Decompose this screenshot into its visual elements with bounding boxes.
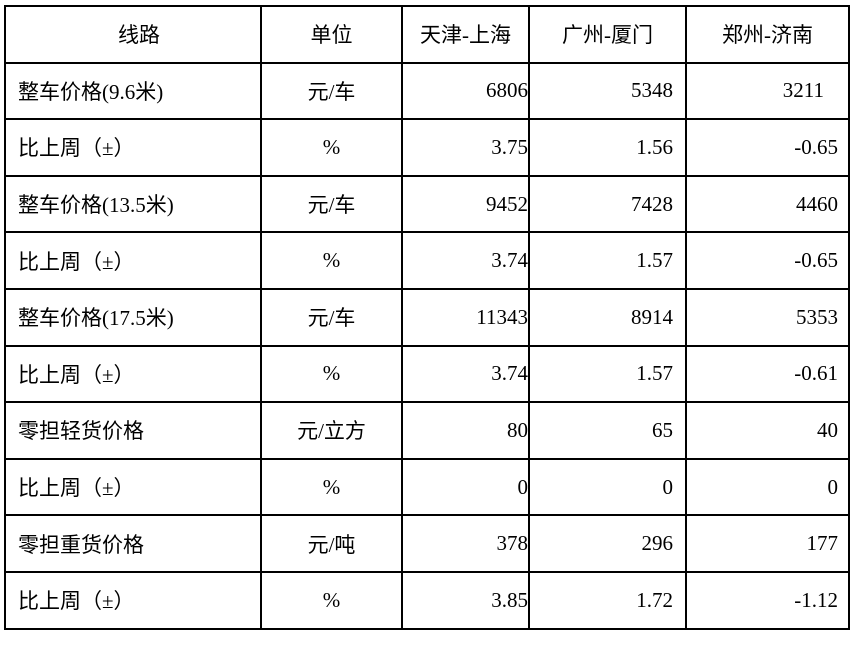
cell-guangzhou-xiamen: 0 [528,457,687,517]
table-row: 整车价格(17.5米) 元/车 11343 8914 5353 [4,287,850,347]
table-row: 整车价格(9.6米) 元/车 6806 5348 3211 [4,61,850,121]
table-row: 比上周（±）% 0 0 0 [4,457,850,517]
cell-unit: 元/车 [260,61,403,121]
cell-tianjin-shanghai: 3.74 [401,231,530,290]
cell-tianjin-shanghai: 6806 [401,61,530,121]
cell-guangzhou-xiamen: 1.57 [528,344,687,404]
cell-guangzhou-xiamen: 296 [528,514,687,573]
table-row: 比上周（±）% 3.74 1.57 -0.61 [4,344,850,404]
cell-zhengzhou-jinan: -0.61 [685,344,850,404]
cell-tianjin-shanghai: 3.75 [401,118,530,177]
header-row: 线路 单位 天津-上海 广州-厦门 郑州-济南 [4,5,850,64]
cell-guangzhou-xiamen: 8914 [528,287,687,347]
cell-tianjin-shanghai: 378 [401,514,530,573]
cell-row-label: 零担重货价格 [4,514,262,573]
cell-row-label: 整车价格(9.6米) [4,61,262,121]
cell-zhengzhou-jinan: -1.12 [685,570,850,630]
cell-zhengzhou-jinan: 177 [685,514,850,573]
cell-row-label: 比上周（±） [4,118,262,177]
cell-unit: % [260,344,403,404]
cell-guangzhou-xiamen: 5348 [528,61,687,121]
header-guangzhou-xiamen: 广州-厦门 [528,5,687,64]
header-zhengzhou-jinan: 郑州-济南 [685,5,850,64]
cell-unit: 元/吨 [260,514,403,573]
table-row: 零担轻货价格 元/立方 80 65 40 [4,401,850,460]
cell-guangzhou-xiamen: 1.72 [528,570,687,630]
header-tianjin-shanghai: 天津-上海 [401,5,530,64]
table-row: 整车价格(13.5米) 元/车 9452 7428 4460 [4,174,850,234]
cell-guangzhou-xiamen: 1.56 [528,118,687,177]
cell-guangzhou-xiamen: 1.57 [528,231,687,290]
cell-tianjin-shanghai: 11343 [401,287,530,347]
cell-unit: 元/立方 [260,401,403,460]
cell-row-label: 比上周（±） [4,344,262,404]
cell-unit: % [260,231,403,290]
cell-guangzhou-xiamen: 7428 [528,174,687,234]
cell-unit: 元/车 [260,287,403,347]
cell-row-label: 比上周（±） [4,457,262,517]
table-row: 比上周（±）% 3.85 1.72 -1.12 [4,570,850,630]
cell-unit: % [260,118,403,177]
cell-tianjin-shanghai: 3.85 [401,570,530,630]
cell-unit: 元/车 [260,174,403,234]
cell-row-label: 零担轻货价格 [4,401,262,460]
cell-zhengzhou-jinan: 40 [685,401,850,460]
cell-zhengzhou-jinan: 5353 [685,287,850,347]
cell-tianjin-shanghai: 80 [401,401,530,460]
cell-row-label: 整车价格(17.5米) [4,287,262,347]
cell-tianjin-shanghai: 3.74 [401,344,530,404]
cell-row-label: 比上周（±） [4,570,262,630]
cell-zhengzhou-jinan: 4460 [685,174,850,234]
cell-guangzhou-xiamen: 65 [528,401,687,460]
cell-tianjin-shanghai: 0 [401,457,530,517]
header-unit: 单位 [260,5,403,64]
table-row: 零担重货价格 元/吨 378 296 177 [4,514,850,573]
table-row: 比上周（±）% 3.75 1.56 -0.65 [4,118,850,177]
cell-zhengzhou-jinan: -0.65 [685,231,850,290]
cell-tianjin-shanghai: 9452 [401,174,530,234]
cell-row-label: 整车价格(13.5米) [4,174,262,234]
cell-zhengzhou-jinan: 3211 [685,61,850,121]
cell-unit: % [260,570,403,630]
cell-zhengzhou-jinan: 0 [685,457,850,517]
cell-zhengzhou-jinan: -0.65 [685,118,850,177]
cell-unit: % [260,457,403,517]
header-route: 线路 [4,5,262,64]
cell-row-label: 比上周（±） [4,231,262,290]
table-row: 比上周（±）% 3.74 1.57 -0.65 [4,231,850,290]
freight-price-table: 线路 单位 天津-上海 广州-厦门 郑州-济南 整车价格(9.6米) 元/车 680… [4,5,850,630]
